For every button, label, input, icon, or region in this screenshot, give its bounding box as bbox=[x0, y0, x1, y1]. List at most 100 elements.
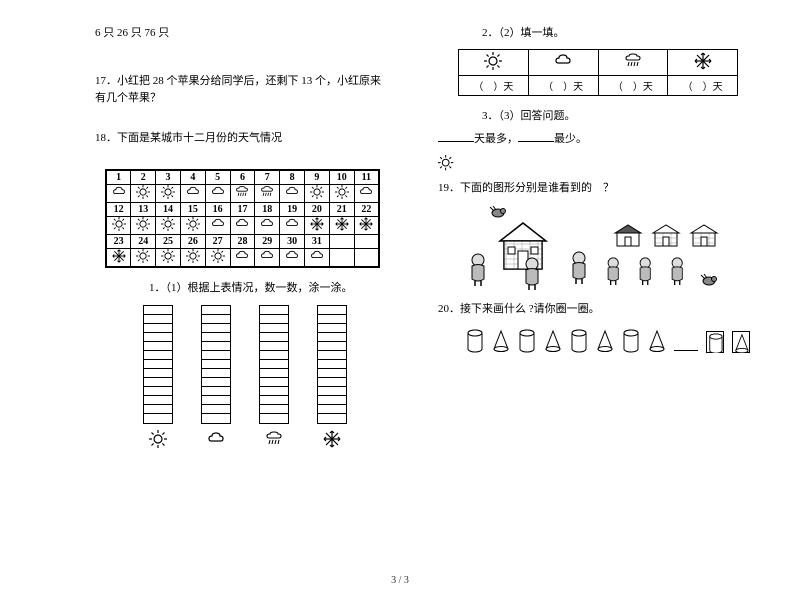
cal-weather bbox=[106, 248, 131, 267]
tally-cell bbox=[202, 414, 230, 423]
cal-weather bbox=[180, 184, 205, 202]
cal-weather bbox=[305, 216, 330, 234]
cal-weather bbox=[131, 248, 156, 267]
weather-calendar: 1234567891011121314151617181920212223242… bbox=[105, 169, 380, 268]
cal-day: 18 bbox=[255, 202, 280, 216]
cal-day: 25 bbox=[156, 234, 181, 248]
tally-cell bbox=[144, 360, 172, 369]
cal-weather bbox=[131, 216, 156, 234]
snow-icon bbox=[323, 430, 341, 448]
cal-day: 27 bbox=[205, 234, 230, 248]
tally-cell bbox=[318, 315, 346, 324]
cal-weather bbox=[180, 216, 205, 234]
cal-weather bbox=[230, 248, 255, 267]
fill-blank: （ ）天 bbox=[528, 75, 598, 95]
tally-cell bbox=[318, 333, 346, 342]
cal-weather bbox=[156, 248, 181, 267]
cal-weather bbox=[280, 248, 305, 267]
cal-day: 28 bbox=[230, 234, 255, 248]
tally-cell bbox=[144, 351, 172, 360]
cal-weather bbox=[329, 248, 354, 267]
top-line: 6 只 26 只 76 只 bbox=[95, 25, 383, 43]
tally-cell bbox=[144, 315, 172, 324]
q20: 20．接下来画什么 ?请你圈一圈。 bbox=[438, 301, 750, 319]
q18-num: 18． bbox=[95, 132, 117, 144]
cal-weather bbox=[354, 216, 379, 234]
cal-weather bbox=[205, 216, 230, 234]
cone-shape bbox=[492, 329, 510, 353]
q18-text: 下面是某城市十二月份的天气情况 bbox=[117, 132, 282, 144]
fill-blank: （ ）天 bbox=[668, 75, 738, 95]
cal-day: 20 bbox=[305, 202, 330, 216]
cal-weather bbox=[329, 216, 354, 234]
q18-sub3: 3．（3）回答问题。 bbox=[468, 108, 750, 126]
tally-cell bbox=[144, 342, 172, 351]
cyl-shape bbox=[466, 329, 484, 353]
kid-a-icon bbox=[603, 257, 625, 287]
cal-day: 4 bbox=[180, 170, 205, 184]
cal-day: 30 bbox=[280, 234, 305, 248]
tally-cell bbox=[144, 333, 172, 342]
cal-weather bbox=[354, 248, 379, 267]
kid-mid-icon bbox=[520, 257, 544, 291]
tally-cell bbox=[144, 396, 172, 405]
cal-weather bbox=[131, 184, 156, 202]
tally-cell bbox=[144, 378, 172, 387]
cal-weather bbox=[156, 184, 181, 202]
cal-weather bbox=[329, 184, 354, 202]
answer-box bbox=[732, 331, 750, 353]
tally-cell bbox=[144, 369, 172, 378]
tally-cell bbox=[318, 351, 346, 360]
cal-weather bbox=[205, 184, 230, 202]
tally-cell bbox=[260, 414, 288, 423]
tally-cell bbox=[318, 414, 346, 423]
tally-cell bbox=[202, 324, 230, 333]
kid-b-icon bbox=[635, 257, 657, 287]
tally-cell bbox=[202, 333, 230, 342]
fill-blank: （ ）天 bbox=[459, 75, 529, 95]
tally-cell bbox=[144, 414, 172, 423]
bird-icon bbox=[488, 205, 506, 219]
answer-line bbox=[674, 350, 698, 351]
tally-cell bbox=[260, 324, 288, 333]
tally-cell bbox=[202, 342, 230, 351]
tally-column bbox=[201, 305, 231, 448]
q19-num: 19． bbox=[438, 182, 460, 194]
right-column: 2．（2）填一填。 （ ）天（ ）天（ ）天（ ）天 3．（3）回答问题。 天最… bbox=[438, 25, 750, 448]
cal-day: 22 bbox=[354, 202, 379, 216]
tally-cell bbox=[260, 315, 288, 324]
cal-day bbox=[329, 234, 354, 248]
tally-cell bbox=[202, 351, 230, 360]
tally-cell bbox=[260, 387, 288, 396]
minihouse-2 bbox=[651, 223, 681, 247]
cal-day: 29 bbox=[255, 234, 280, 248]
answer-box bbox=[706, 331, 724, 353]
cal-weather bbox=[205, 248, 230, 267]
cal-day: 17 bbox=[230, 202, 255, 216]
cal-day: 16 bbox=[205, 202, 230, 216]
tally-cell bbox=[260, 333, 288, 342]
cal-day: 12 bbox=[106, 202, 131, 216]
tally-cell bbox=[260, 360, 288, 369]
cal-weather bbox=[255, 184, 280, 202]
sun-icon bbox=[459, 49, 529, 75]
kid-c-icon bbox=[667, 257, 689, 287]
tally-cell bbox=[144, 405, 172, 414]
cal-day: 6 bbox=[230, 170, 255, 184]
rain-icon bbox=[265, 430, 283, 448]
cal-day: 2 bbox=[131, 170, 156, 184]
cone-shape bbox=[596, 329, 614, 353]
tally-cell bbox=[144, 387, 172, 396]
q20-shapes bbox=[466, 329, 750, 353]
kid-right-icon bbox=[567, 251, 591, 285]
q17-text: 小红把 28 个苹果分给同学后，还剩下 13 个，小红原来有几个苹果？ bbox=[95, 75, 381, 105]
q19: 19．下面的图形分别是谁看到的 ？ bbox=[438, 180, 750, 198]
tally-cell bbox=[202, 315, 230, 324]
cal-weather bbox=[255, 248, 280, 267]
fill-blank: （ ）天 bbox=[598, 75, 668, 95]
cal-weather bbox=[305, 184, 330, 202]
tally-cell bbox=[318, 324, 346, 333]
tally-cell bbox=[260, 342, 288, 351]
tally-cell bbox=[318, 378, 346, 387]
cal-day: 13 bbox=[131, 202, 156, 216]
